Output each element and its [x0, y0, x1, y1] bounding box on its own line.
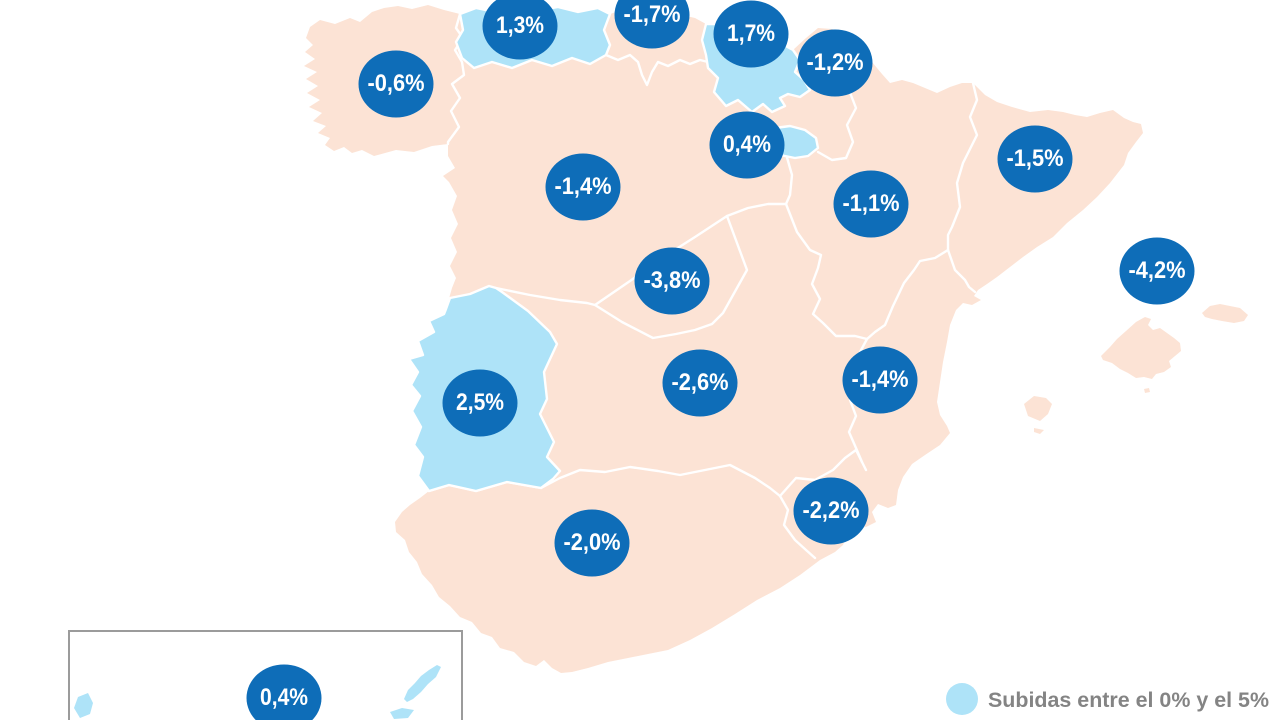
svg-text:-3,8%: -3,8% — [644, 267, 701, 294]
svg-text:-1,2%: -1,2% — [807, 49, 864, 76]
svg-text:0,4%: 0,4% — [260, 684, 308, 711]
svg-text:2,5%: 2,5% — [456, 389, 504, 416]
svg-text:-1,4%: -1,4% — [555, 173, 612, 200]
svg-text:-0,6%: -0,6% — [368, 70, 425, 97]
svg-text:1,3%: 1,3% — [496, 12, 544, 39]
svg-text:-1,5%: -1,5% — [1007, 145, 1064, 172]
svg-text:-1,1%: -1,1% — [843, 190, 900, 217]
svg-text:-2,0%: -2,0% — [564, 529, 621, 556]
svg-text:1,7%: 1,7% — [727, 20, 775, 47]
svg-text:-2,2%: -2,2% — [803, 497, 860, 524]
svg-text:-1,4%: -1,4% — [852, 366, 909, 393]
svg-text:-4,2%: -4,2% — [1129, 257, 1186, 284]
svg-text:-1,7%: -1,7% — [624, 1, 681, 28]
svg-text:Subidas entre el 0% y el 5%: Subidas entre el 0% y el 5% — [988, 689, 1269, 712]
svg-text:0,4%: 0,4% — [723, 131, 771, 158]
svg-text:-2,6%: -2,6% — [672, 369, 729, 396]
